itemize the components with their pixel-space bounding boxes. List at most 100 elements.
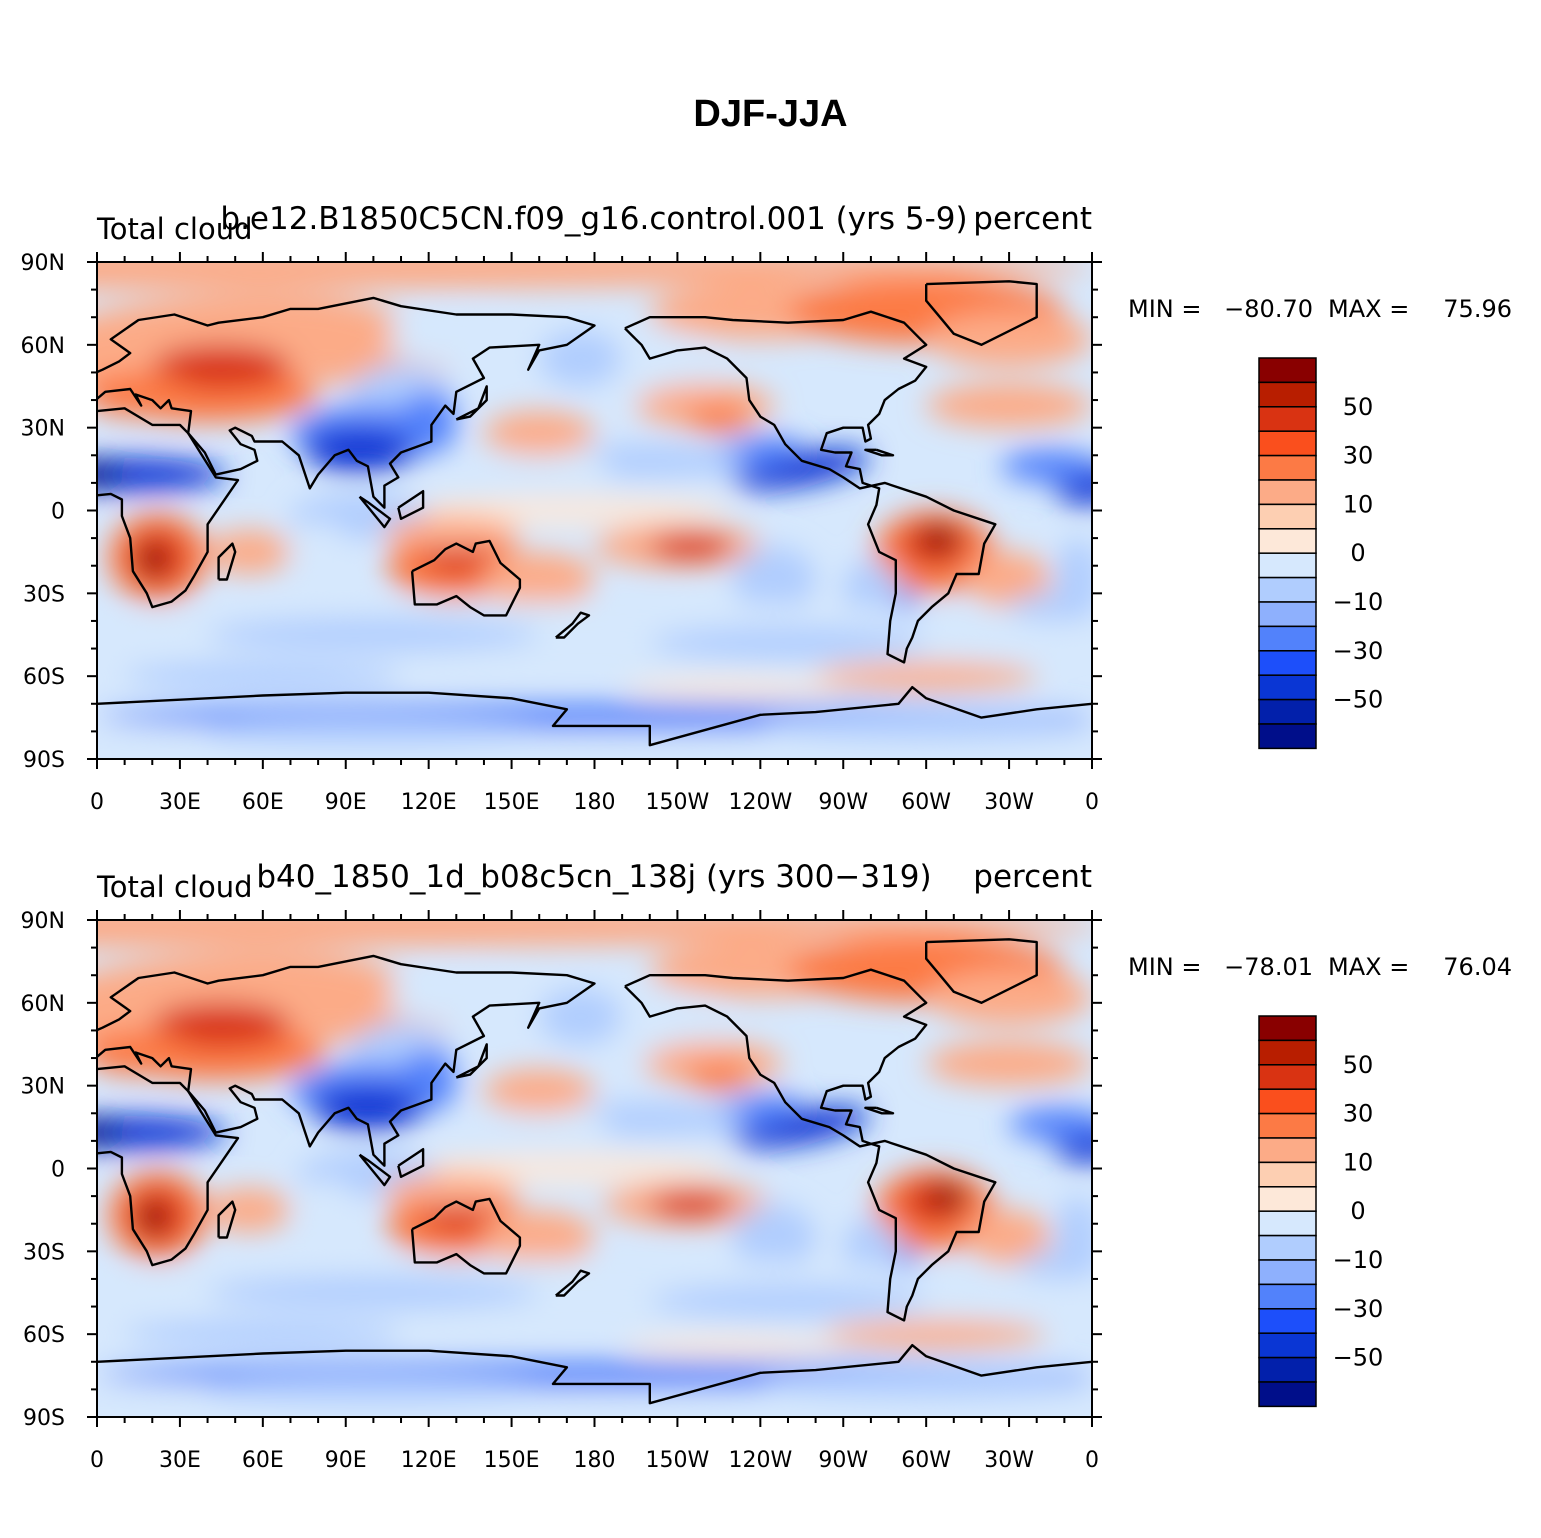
field-blob [539, 989, 623, 1045]
field-blobs [97, 262, 1092, 759]
colorbar-box [1258, 625, 1317, 652]
lon-tick-label: 90W [818, 790, 868, 815]
panel-right-label: percent [973, 201, 1092, 237]
colorbar-box [1258, 1186, 1317, 1212]
field-blob [97, 461, 125, 488]
lon-tick-label: 150E [484, 790, 540, 815]
map-panel-2: 90N 60N 30N 0 30S 60S 90S 0 30E 60E 90E 120E 150E 180… [21, 859, 1512, 1473]
colorbar-label: −10 [1333, 588, 1384, 616]
lon-tick-label: 0 [1085, 1448, 1099, 1473]
coastline [358, 495, 392, 529]
max-value: 75.96 [1443, 295, 1512, 323]
lon-tick-label: 0 [90, 1448, 104, 1473]
field-blob [401, 496, 733, 525]
field-blob [926, 311, 1092, 367]
lon-tick-label: 90E [325, 1448, 367, 1473]
field-blob [732, 546, 816, 613]
colorbar-box [1258, 1308, 1317, 1334]
coastline [624, 310, 997, 664]
coastline [455, 1043, 488, 1079]
coastline [410, 539, 522, 617]
cloud-field [97, 920, 1092, 1417]
lon-tick-label: 180 [574, 790, 616, 815]
colorbar-box [1258, 381, 1317, 408]
colorbar-box [1258, 552, 1317, 579]
colorbar-label: 50 [1343, 393, 1374, 421]
colorbar-box [1258, 1161, 1317, 1188]
coastline [97, 686, 1092, 747]
coastline [624, 968, 997, 1322]
lon-tick-label: 30E [159, 790, 201, 815]
field-blob [1000, 449, 1092, 483]
field-blob [387, 311, 526, 367]
max-value: 76.04 [1443, 953, 1512, 981]
coastline [555, 611, 591, 639]
lat-tick-label: 30N [21, 417, 65, 442]
field-blob [207, 1276, 540, 1310]
colorbar-box [1258, 723, 1317, 750]
coastline [397, 490, 425, 520]
field-blob [733, 1106, 870, 1148]
colorbar-box [1258, 698, 1317, 725]
lat-tick-label: 90S [23, 1406, 65, 1431]
field-blob [649, 626, 927, 660]
field-blob [760, 1370, 1092, 1398]
field-blob [685, 1063, 753, 1092]
field-blob [152, 344, 291, 390]
colorbar-label: 10 [1343, 490, 1374, 518]
min-label: MIN = [1128, 953, 1201, 981]
colorbar-box [1258, 1088, 1317, 1115]
colorbar-box [1258, 650, 1317, 676]
lon-tick-label: 180 [574, 1448, 616, 1473]
coastline [217, 1200, 237, 1239]
panel-left-label: Total cloud [96, 870, 252, 904]
min-value: −78.01 [1224, 953, 1313, 981]
field-blob [967, 551, 1051, 608]
colorbar-box [1258, 674, 1317, 701]
field-blob [926, 1041, 1092, 1086]
colorbar-box [1258, 576, 1317, 603]
field-blob [207, 618, 540, 652]
colorbar: 50 30 10 0 −10 −30 −50 [1258, 357, 1384, 750]
lon-tick-label: 60W [901, 1448, 951, 1473]
max-label: MAX = [1328, 295, 1409, 323]
lon-tick-label: 60W [901, 790, 951, 815]
coastline [864, 448, 895, 457]
coastline [97, 1065, 240, 1267]
field-blob [401, 391, 457, 436]
colorbar-box [1258, 528, 1317, 554]
field-blob [207, 717, 540, 746]
field-blob [760, 712, 1092, 740]
coastline [358, 1153, 392, 1187]
coastline [97, 1343, 1092, 1405]
colorbar-box [1258, 1064, 1317, 1090]
lon-tick-label: 150W [646, 790, 710, 815]
field-blob [1009, 1107, 1092, 1141]
lon-tick-label: 90W [818, 1448, 868, 1473]
coastline [555, 1269, 591, 1297]
panel-left-label: Total cloud [96, 212, 252, 246]
colorbar-label: 50 [1343, 1051, 1374, 1079]
field-blob [124, 662, 402, 690]
lon-tick-label: 30E [159, 1448, 201, 1473]
field-blob [401, 1154, 733, 1183]
panel-center-label: b40_1850_1d_b08c5cn_138j (yrs 300−319) [256, 859, 931, 895]
field-blob [97, 1116, 227, 1150]
field-blob [207, 1375, 540, 1404]
coastline [97, 954, 596, 1167]
colorbar-label: −50 [1333, 686, 1384, 714]
colorbar-label: −30 [1333, 637, 1384, 665]
lat-tick-label: 30S [23, 582, 65, 607]
colorbar-box [1258, 1015, 1317, 1042]
field-blob [649, 532, 733, 561]
colorbar-label: 0 [1350, 1197, 1365, 1225]
colorbar-label: −30 [1333, 1295, 1384, 1323]
lat-tick-label: 60S [23, 1323, 65, 1348]
field-blob [387, 969, 526, 1025]
field-blob [1017, 1251, 1092, 1279]
colorbar-box [1258, 601, 1317, 628]
field-blob [97, 458, 227, 492]
field-blob [928, 1182, 968, 1210]
colorbar-box [1258, 1259, 1317, 1286]
